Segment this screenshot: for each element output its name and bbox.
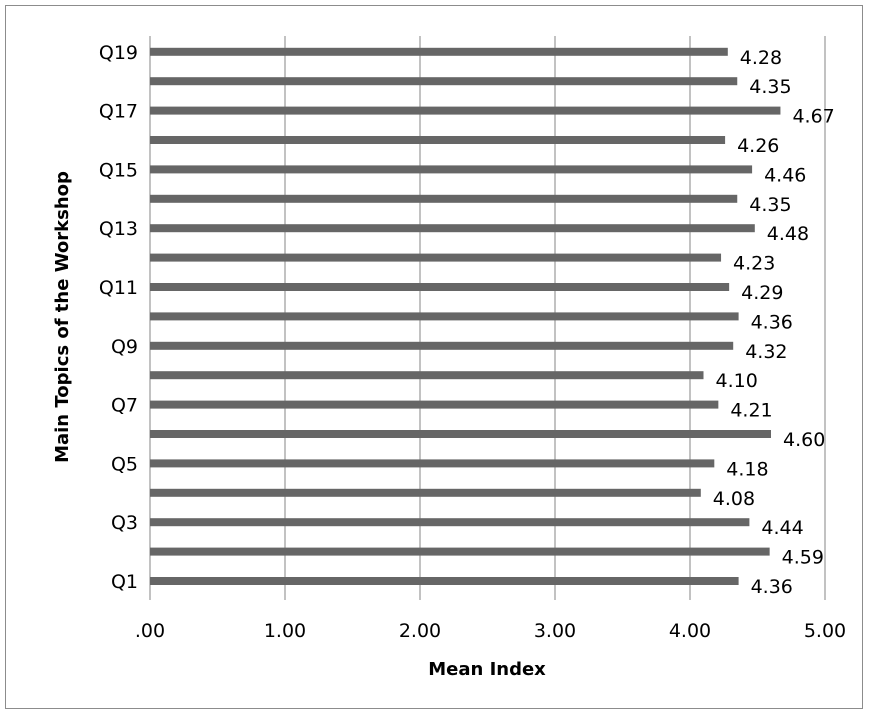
bar-Q3 [150,518,750,527]
bar-Q11 [150,283,730,291]
data-label-Q2: 4.59 [782,547,824,569]
y-tick-labels: Q1 Q3 Q5 Q7 Q9 Q11 Q13 Q15 Q17 Q19 [99,42,138,593]
x-tick-3: 3.00 [534,620,576,642]
x-tick-2: 2.00 [399,620,441,642]
y-tick-Q11: Q11 [99,277,138,299]
bar-Q15 [150,165,753,174]
data-label-Q1: 4.36 [751,576,793,598]
data-label-Q4: 4.08 [713,488,755,510]
bar-Q5 [150,459,715,468]
data-labels: 4.36 4.59 4.44 4.08 4.18 4.60 4.21 4.10 4.32 4.36… [713,47,835,598]
bar-Q10 [150,312,739,321]
y-tick-Q1: Q1 [111,571,138,593]
data-label-Q16: 4.26 [737,135,779,157]
bar-Q8 [150,371,704,380]
data-label-Q14: 4.35 [749,194,791,216]
bar-Q4 [150,488,701,497]
y-tick-Q9: Q9 [111,336,138,358]
bar-Q14 [150,194,738,203]
bar-Q1 [150,577,739,585]
x-axis-title: Mean Index [428,659,546,680]
data-label-Q7: 4.21 [730,400,772,422]
data-label-Q12: 4.23 [733,253,775,275]
bars [150,47,781,585]
data-label-Q19: 4.28 [740,47,782,69]
data-label-Q3: 4.44 [761,517,803,539]
y-axis-title: Main Topics of the Workshop [52,171,73,463]
x-tick-0: .00 [135,620,165,642]
bar-Q6 [150,430,771,438]
y-tick-Q19: Q19 [99,42,138,64]
bar-Q16 [150,136,726,144]
data-label-Q5: 4.18 [726,458,768,480]
bar-Q19 [150,47,728,56]
data-label-Q11: 4.29 [741,282,783,304]
x-tick-4: 4.00 [669,620,711,642]
y-tick-Q7: Q7 [111,395,138,417]
bar-Q9 [150,341,734,350]
bar-Q17 [150,106,781,115]
data-label-Q15: 4.46 [764,164,806,186]
data-label-Q6: 4.60 [783,429,825,451]
y-tick-Q13: Q13 [99,218,138,240]
x-tick-labels: .00 1.00 2.00 3.00 4.00 5.00 [135,620,846,642]
y-tick-Q17: Q17 [99,101,138,123]
bar-Q18 [150,77,738,86]
y-tick-Q15: Q15 [99,159,138,181]
x-tick-5: 5.00 [804,620,846,642]
bar-Q13 [150,224,755,233]
data-label-Q8: 4.10 [716,370,758,392]
data-label-Q17: 4.67 [792,106,834,128]
bar-Q2 [150,547,770,556]
data-label-Q13: 4.48 [767,223,809,245]
bar-Q12 [150,253,722,262]
y-tick-Q5: Q5 [111,453,138,475]
chart-frame [5,5,863,709]
y-tick-Q3: Q3 [111,512,138,534]
x-tick-1: 1.00 [264,620,306,642]
data-label-Q18: 4.35 [749,76,791,98]
data-label-Q10: 4.36 [751,311,793,333]
bar-Q7 [150,400,719,409]
data-label-Q9: 4.32 [745,341,787,363]
